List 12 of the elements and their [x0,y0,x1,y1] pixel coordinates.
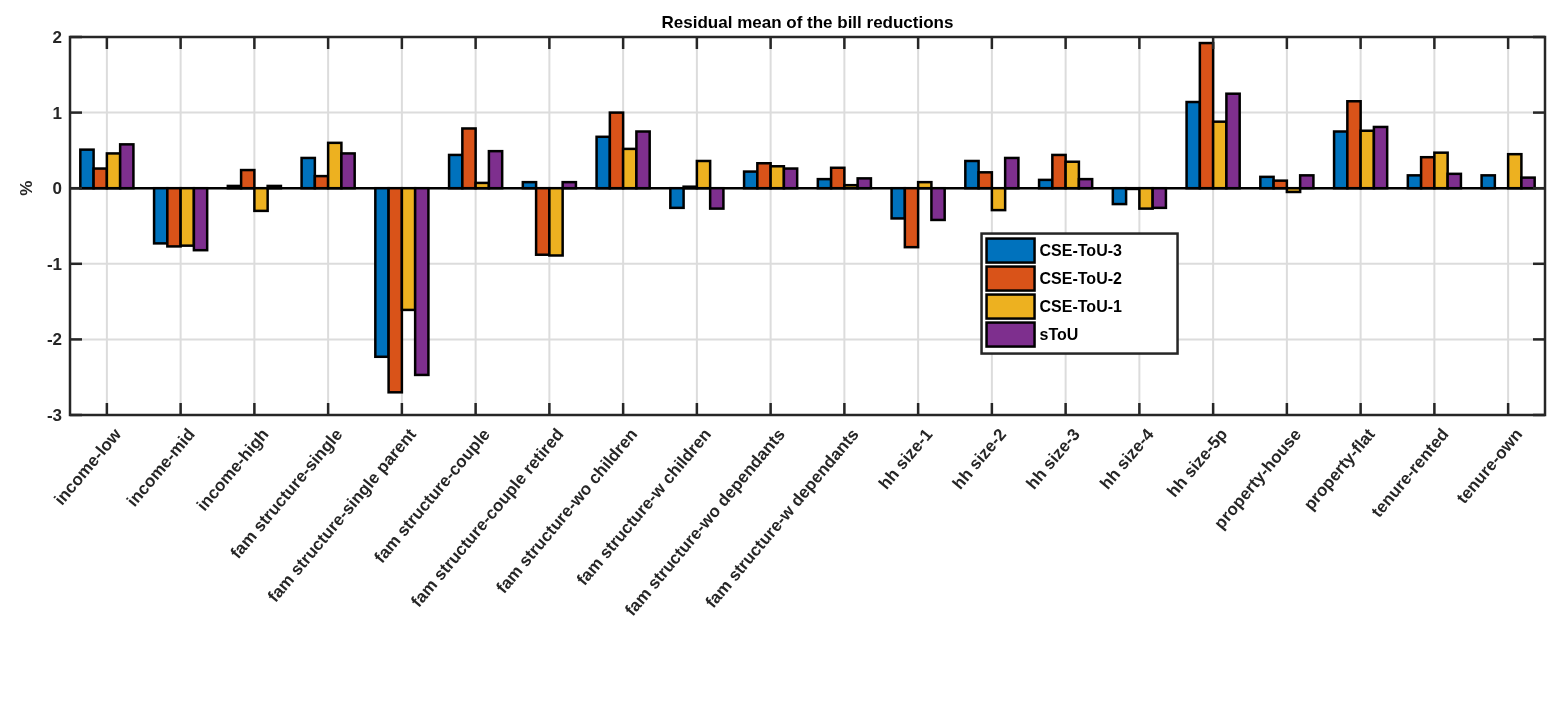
chart-title: Residual mean of the bill reductions [661,13,954,32]
y-tick-label: 0 [52,179,62,199]
legend-label: sToU [1039,326,1079,344]
legend-label: CSE-ToU-3 [1039,242,1123,260]
legend-label: CSE-ToU-2 [1039,270,1123,288]
y-tick-label: -3 [46,405,62,425]
y-tick-label: 1 [52,103,62,123]
y-tick-label: 2 [52,27,62,47]
y-tick-label: -1 [46,254,62,274]
y-axis-title: % [17,180,36,196]
legend-label: CSE-ToU-1 [1039,298,1123,316]
y-tick-label: -2 [46,330,62,350]
